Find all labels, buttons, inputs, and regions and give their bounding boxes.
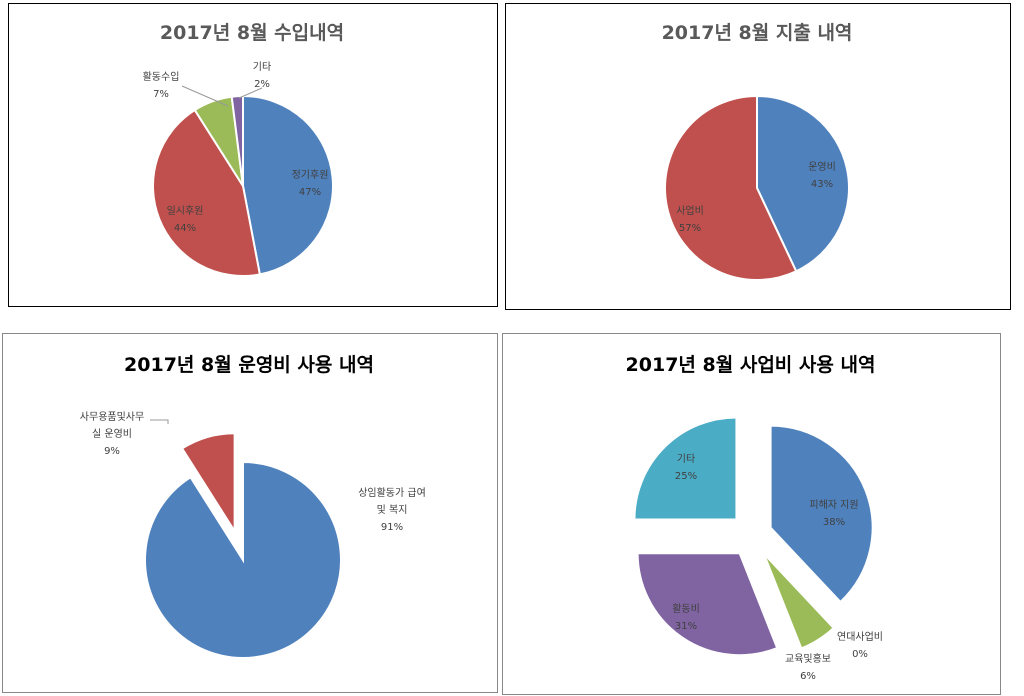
slice-label: 활동수입 7% [143,70,180,100]
slice-label: 상임활동가 급여 및 복지 91% [358,486,426,533]
pie-slice [242,94,334,276]
slice-label: 정기후원 47% [292,169,329,198]
slice-label: 피해자 지원 38% [809,498,858,528]
pie-slice [152,108,262,277]
pie-slice [180,432,236,535]
leader-line [150,419,169,424]
chart-title: 2017년 8월 지출 내역 [661,22,853,44]
slice-label: 활동비 31% [672,602,700,632]
pie-slice [144,460,342,659]
pie-slice [769,424,874,604]
slice-label: 운영비 43% [808,161,836,190]
chart-title: 2017년 8월 운영비 사용 내역 [124,354,374,376]
chart-title: 2017년 8월 사업비 사용 내역 [625,354,876,376]
slice-label: 기타 25% [675,453,697,482]
pie-slice [636,552,779,657]
leader-line [238,87,263,99]
chart-title: 2017년 8월 수입내역 [159,22,345,44]
pie-slice [633,416,738,521]
slice-label: 기타 2% [253,61,271,90]
pie-slice [762,552,836,650]
slice-label: 사업비 57% [676,204,704,234]
slice-label: 일시후원 44% [167,205,204,234]
leader-line [181,85,229,107]
pie-slice [664,94,798,281]
slice-label: 연대사업비 0% [837,630,883,660]
slice-label: 사무용품및사무 실 운영비 9% [80,411,144,457]
pie-slice [756,94,850,273]
slice-label: 교육및홍보 6% [785,652,831,682]
